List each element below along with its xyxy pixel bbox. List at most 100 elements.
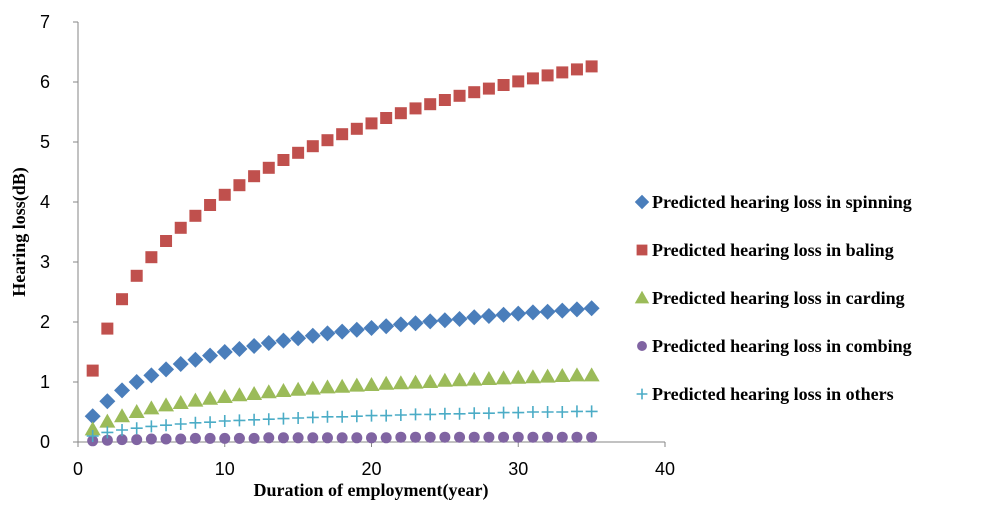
- data-point: [363, 320, 380, 336]
- data-point: [219, 432, 231, 444]
- data-point: [189, 209, 202, 222]
- data-point: [101, 322, 114, 335]
- data-point: [175, 433, 187, 445]
- data-point: [101, 434, 113, 446]
- data-point: [101, 426, 114, 439]
- data-point: [512, 431, 524, 443]
- data-point: [172, 395, 189, 409]
- data-point: [424, 431, 436, 443]
- x-tick-label: 0: [73, 459, 83, 479]
- data-point: [378, 375, 395, 390]
- data-point: [348, 377, 365, 392]
- data-point: [86, 364, 99, 377]
- data-point: [204, 416, 217, 429]
- data-point: [128, 404, 145, 418]
- data-point: [348, 321, 365, 338]
- data-point: [319, 379, 336, 394]
- data-point: [248, 413, 261, 426]
- data-point: [480, 371, 497, 385]
- data-point: [454, 431, 466, 443]
- x-ticks: 0 10 20 30 40: [73, 442, 675, 479]
- data-point: [510, 369, 527, 384]
- data-point: [233, 432, 245, 444]
- y-tick-label: 3: [40, 252, 50, 272]
- series-square: [86, 60, 598, 377]
- data-point: [541, 69, 554, 82]
- data-point: [86, 430, 99, 442]
- data-point: [174, 221, 187, 234]
- legend-label: Predicted hearing loss in others: [652, 384, 894, 404]
- data-point: [585, 405, 598, 418]
- data-point: [410, 431, 422, 443]
- y-tick-label: 4: [40, 192, 50, 212]
- data-point: [143, 400, 160, 415]
- legend-label: Predicted hearing loss in spinning: [652, 192, 912, 212]
- data-point: [480, 308, 497, 324]
- x-axis-title: Duration of employment(year): [254, 480, 489, 501]
- data-point: [202, 347, 219, 364]
- data-point: [571, 431, 583, 443]
- data-point: [365, 409, 378, 422]
- data-point: [363, 377, 380, 391]
- data-point: [114, 382, 131, 399]
- data-point: [277, 432, 289, 444]
- data-point: [336, 432, 348, 444]
- legend-marker: [634, 194, 650, 210]
- data-point: [130, 269, 143, 282]
- y-tick-label: 0: [40, 432, 50, 452]
- data-point: [497, 79, 510, 91]
- data-point: [292, 412, 305, 424]
- data-point: [510, 305, 527, 322]
- data-point: [468, 407, 481, 420]
- x-tick-label: 40: [655, 459, 675, 479]
- data-point: [568, 367, 585, 382]
- data-point: [380, 432, 392, 444]
- data-point: [539, 303, 556, 320]
- y-tick-label: 7: [40, 12, 50, 32]
- data-point: [334, 378, 351, 393]
- data-point: [438, 94, 451, 106]
- data-point: [407, 374, 424, 389]
- data-point: [583, 300, 600, 317]
- data-point: [585, 60, 598, 73]
- data-point: [231, 341, 248, 357]
- data-point: [233, 179, 246, 192]
- legend-marker: [637, 341, 647, 351]
- data-point: [541, 406, 554, 418]
- data-point: [114, 408, 131, 423]
- data-point: [512, 75, 525, 88]
- data-point: [321, 410, 334, 423]
- data-point: [424, 98, 437, 111]
- x-tick-label: 20: [361, 459, 381, 479]
- y-axis-title: Hearing loss(dB): [9, 167, 30, 297]
- y-tick-label: 5: [40, 132, 50, 152]
- data-point: [392, 375, 409, 390]
- data-point: [556, 66, 569, 79]
- data-point: [336, 410, 349, 423]
- data-point: [130, 422, 143, 435]
- data-point: [304, 380, 321, 395]
- legend-marker: [636, 388, 648, 400]
- data-point: [512, 406, 525, 419]
- data-point: [495, 306, 512, 323]
- legend-label: Predicted hearing loss in baling: [652, 240, 894, 260]
- legend-label: Predicted hearing loss in combing: [652, 336, 912, 356]
- data-point: [378, 318, 395, 335]
- data-point: [526, 72, 539, 85]
- data-point: [350, 410, 363, 423]
- data-point: [451, 372, 468, 387]
- data-point: [160, 433, 172, 445]
- data-point: [524, 304, 541, 321]
- data-point: [438, 407, 451, 420]
- data-point: [527, 431, 539, 443]
- data-point: [306, 140, 319, 153]
- data-point: [231, 387, 248, 402]
- data-point: [422, 374, 439, 388]
- data-point: [131, 434, 143, 446]
- data-point: [263, 432, 275, 444]
- data-point: [116, 293, 129, 306]
- data-point: [468, 86, 481, 99]
- data-point: [187, 351, 204, 368]
- y-tick-label: 1: [40, 372, 50, 392]
